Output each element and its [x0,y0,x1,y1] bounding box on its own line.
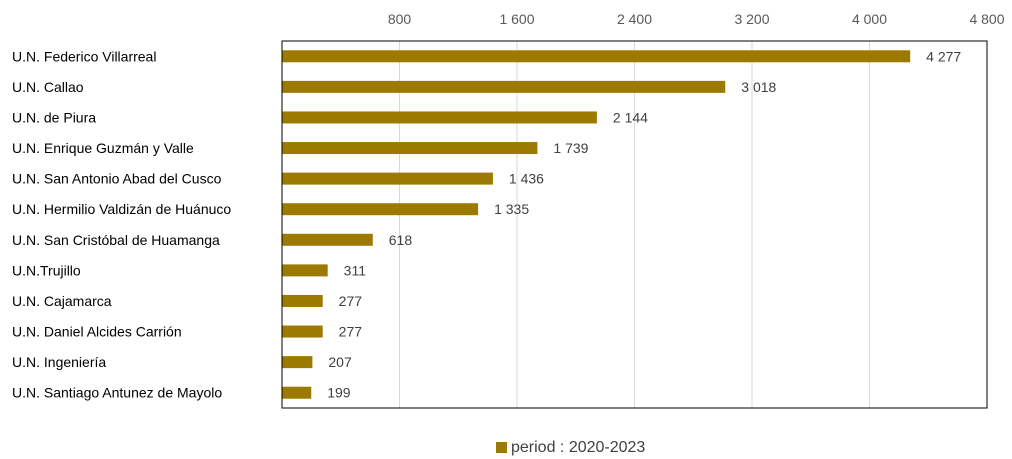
value-label: 618 [389,232,413,248]
value-label: 3 018 [741,79,776,95]
x-tick-label: 800 [388,11,412,27]
category-label: U.N. Santiago Antunez de Mayolo [12,385,222,401]
bar [282,386,312,399]
value-label: 1 335 [494,201,529,217]
category-label: U.N. Federico Villarreal [12,48,156,64]
bars [282,50,911,399]
value-label: 199 [327,385,351,401]
category-label: U.N. San Antonio Abad del Cusco [12,171,222,187]
bar [282,325,323,338]
bar [282,50,911,63]
bar [282,172,493,185]
legend-label: period : 2020-2023 [511,439,645,456]
x-tick-label: 4 000 [852,11,887,27]
x-tick-label: 3 200 [734,11,769,27]
x-tick-label: 4 800 [969,11,1004,27]
x-axis-tick-labels: 800 1 600 2 400 3 200 4 000 4 800 [388,11,1005,27]
category-label: U.N. Hermilio Valdizán de Huánuco [12,201,231,217]
value-label: 277 [339,324,363,340]
bar [282,80,726,93]
legend: period : 2020-2023 [496,439,645,456]
bar [282,356,313,369]
value-label: 277 [339,293,363,309]
category-label: U.N. Enrique Guzmán y Valle [12,140,194,156]
x-tick-label: 2 400 [617,11,652,27]
value-label: 2 144 [613,109,648,125]
category-label: U.N. San Cristóbal de Huamanga [12,232,220,248]
category-label: U.N. Ingeniería [12,354,106,370]
bar [282,142,538,155]
category-label: U.N. Callao [12,79,84,95]
category-label: U.N. Cajamarca [12,293,112,309]
category-labels: U.N. Federico Villarreal U.N. Callao U.N. … [12,48,231,400]
value-label: 311 [344,262,367,278]
bar [282,233,373,246]
bar [282,264,328,277]
value-label: 1 739 [553,140,588,156]
gridlines [399,41,870,408]
plot-area-frame [281,40,988,409]
category-label: U.N. Daniel Alcides Carrión [12,324,182,340]
value-label: 4 277 [926,48,961,64]
value-label: 207 [328,354,352,370]
bar [282,294,323,307]
category-label: U.N. de Piura [12,109,96,125]
x-tick-label: 1 600 [499,11,534,27]
legend-swatch [496,442,507,453]
value-labels: 4 277 3 018 2 144 1 739 1 436 1 335 618 311 277 2… [327,48,961,400]
bar [282,203,479,216]
value-label: 1 436 [509,171,544,187]
bar [282,111,597,124]
category-label: U.N.Trujillo [12,262,81,278]
